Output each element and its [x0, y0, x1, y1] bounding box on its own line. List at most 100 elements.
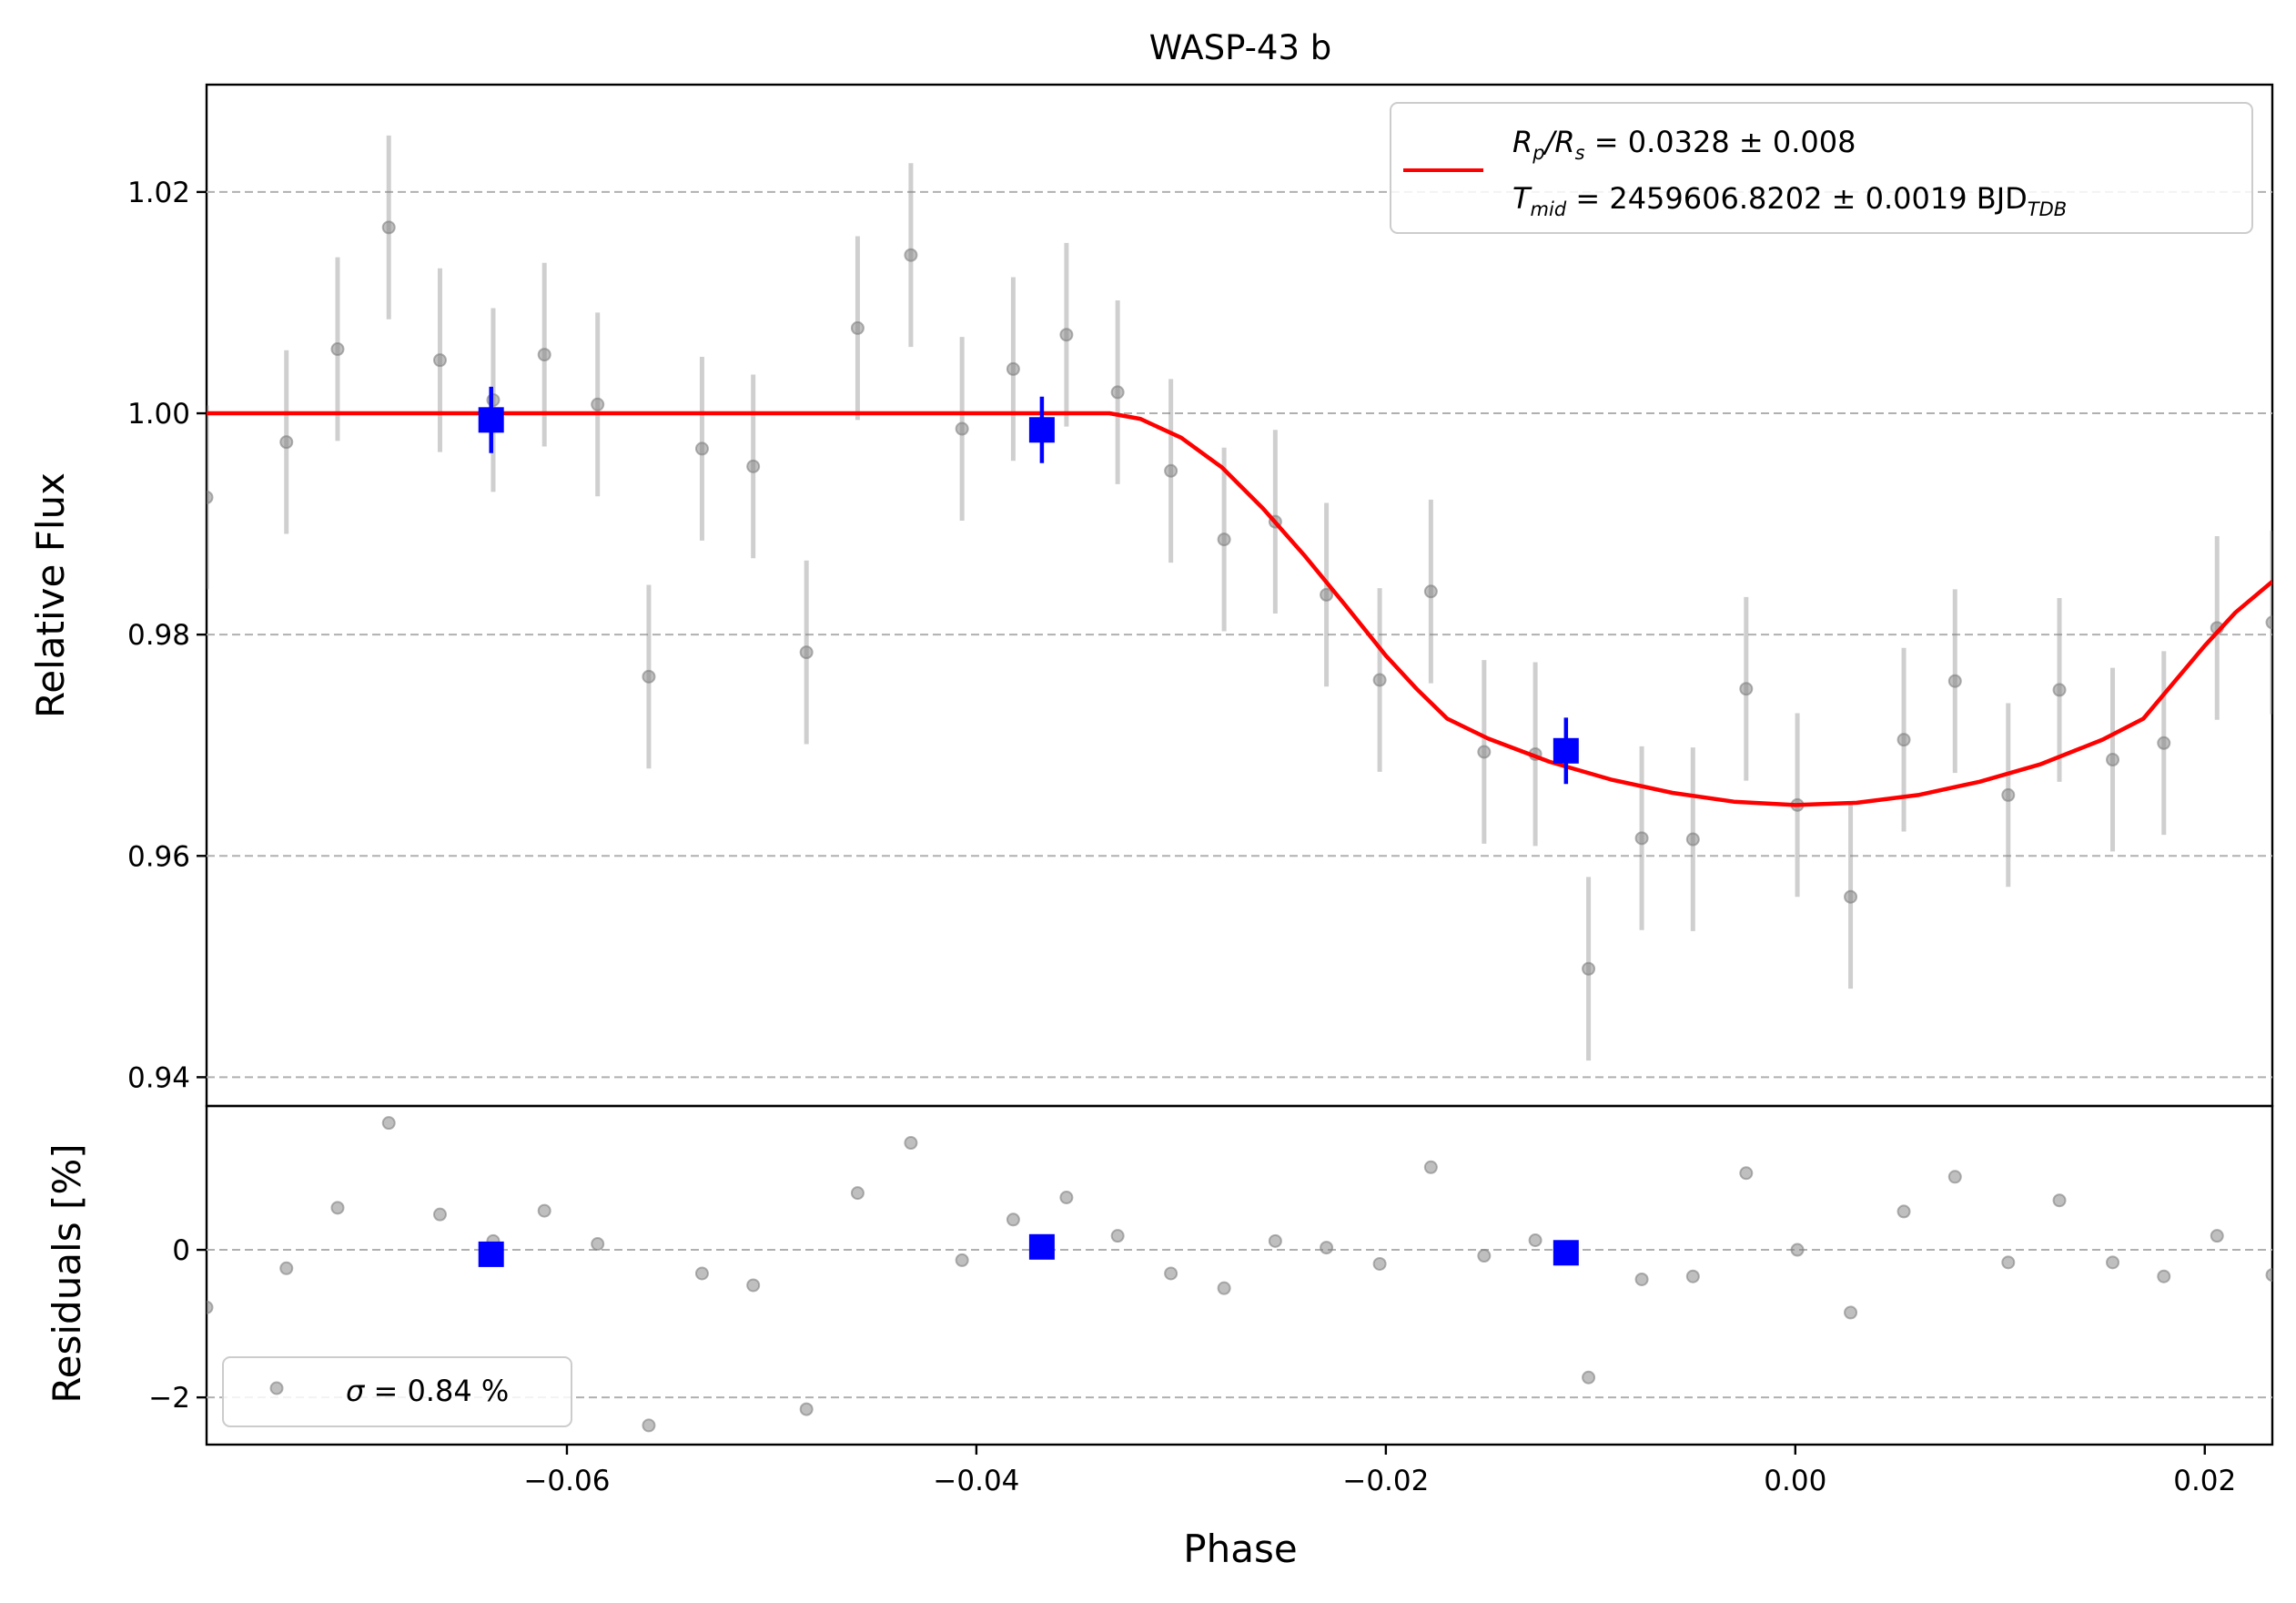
residual-point — [1217, 1281, 1231, 1295]
y-tick-label: 0.98 — [127, 619, 190, 652]
residual-point — [799, 1402, 814, 1416]
residual-point — [1164, 1266, 1178, 1281]
x-tick-label: −0.06 — [523, 1465, 610, 1497]
legend-box — [1390, 102, 2253, 234]
x-tick-label: −0.04 — [933, 1465, 1019, 1497]
residual-point — [2210, 1229, 2224, 1243]
raw-data-point — [1477, 745, 1492, 759]
residual-point — [1739, 1166, 1754, 1181]
residual-point — [1844, 1305, 1858, 1320]
residual-point — [537, 1203, 551, 1218]
raw-data-point — [1059, 328, 1074, 342]
raw-data-point — [279, 435, 294, 450]
raw-data-point — [799, 645, 814, 660]
raw-data-point — [1896, 733, 1911, 747]
raw-data-point — [642, 669, 656, 684]
main-y-axis-title: Relative Flux — [28, 472, 73, 718]
raw-data-point — [1110, 385, 1125, 400]
residual-point — [1320, 1241, 1334, 1255]
residuals-series-group — [207, 1116, 2272, 1433]
raw-data-point — [1372, 673, 1387, 687]
residual-point — [1790, 1243, 1805, 1257]
x-axis: −0.06 −0.04 −0.02 0.00 0.02 — [523, 1465, 2236, 1497]
residual-point — [642, 1418, 656, 1433]
x-axis-title: Phase — [1183, 1527, 1297, 1571]
raw-data-point — [904, 248, 918, 262]
raw-data-point — [1582, 961, 1596, 976]
raw-data-point — [2106, 753, 2120, 767]
x-tick-label: 0.00 — [1764, 1465, 1826, 1497]
legend-box — [222, 1356, 572, 1427]
legend-line-1: Rp/Rs = 0.0328 ± 0.008 — [1512, 125, 1856, 164]
residual-point — [330, 1201, 345, 1215]
residual-point — [207, 1300, 214, 1314]
raw-data-point — [591, 397, 605, 411]
residuals-data-area — [207, 1116, 2272, 1433]
residual-point — [2106, 1255, 2120, 1270]
raw-data-point — [2265, 615, 2272, 630]
chart-title: WASP-43 b — [1149, 28, 1332, 67]
residual-point — [1896, 1204, 1911, 1219]
residual-point — [591, 1237, 605, 1252]
raw-data-point — [207, 490, 214, 504]
raw-data-point — [1634, 831, 1649, 846]
legend-residual-marker — [269, 1381, 284, 1395]
raw-data-point — [850, 320, 865, 335]
binned-data-point — [478, 407, 504, 433]
raw-data-point — [1320, 587, 1334, 602]
transit-model-curve — [207, 411, 2272, 807]
residual-point — [1685, 1269, 1700, 1283]
residual-point — [279, 1261, 294, 1275]
y-tick-label: 0.96 — [127, 840, 190, 873]
y-tick-label: −2 — [148, 1382, 190, 1415]
raw-data-point — [381, 220, 396, 235]
raw-data-point — [2157, 736, 2171, 750]
main-series-group — [207, 135, 2272, 1061]
residual-point — [694, 1266, 709, 1281]
residual-point — [1268, 1233, 1282, 1248]
residual-point — [381, 1116, 396, 1131]
raw-data-point — [1947, 674, 1962, 688]
raw-data-point — [694, 441, 709, 456]
residuals-y-axis-title: Residuals [%] — [45, 1143, 89, 1403]
legend-line-2: Tmid = 2459606.8202 ± 0.0019 BJDTDB — [1512, 181, 2067, 220]
binned-residual-point — [1028, 1233, 1055, 1260]
main-data-area — [207, 135, 2272, 1061]
y-tick-label: 1.02 — [127, 177, 190, 209]
main-y-axis: 0.94 0.96 0.98 1.00 1.02 — [127, 177, 190, 1094]
residual-point — [1372, 1256, 1387, 1271]
residuals-legend: σ = 0.84 % — [222, 1356, 572, 1427]
raw-data-point — [1423, 584, 1438, 599]
residual-point — [1947, 1170, 1962, 1184]
binned-residual-point — [478, 1241, 504, 1267]
residual-point — [1423, 1160, 1438, 1174]
residual-point — [1528, 1233, 1542, 1248]
raw-data-point — [2001, 787, 2016, 802]
y-tick-label: 1.00 — [127, 398, 190, 431]
raw-data-point — [1844, 889, 1858, 904]
residual-point — [1110, 1229, 1125, 1243]
binned-residual-point — [1553, 1240, 1579, 1266]
raw-data-point — [746, 459, 761, 473]
raw-data-point — [1685, 832, 1700, 847]
y-tick-label: 0 — [172, 1234, 190, 1267]
residual-point — [850, 1186, 865, 1201]
x-tick-label: 0.02 — [2173, 1465, 2236, 1497]
residual-point — [904, 1136, 918, 1151]
residual-point — [2001, 1255, 2016, 1270]
residual-point — [2157, 1269, 2171, 1283]
raw-data-point — [2052, 683, 2067, 697]
residuals-y-axis: −2 0 — [148, 1234, 190, 1415]
residual-point — [1582, 1370, 1596, 1385]
raw-data-point — [955, 421, 969, 436]
raw-data-point — [1739, 682, 1754, 696]
x-tick-label: −0.02 — [1342, 1465, 1429, 1497]
residual-point — [1059, 1190, 1074, 1204]
residual-point — [1477, 1249, 1492, 1263]
residual-point — [2052, 1193, 2067, 1208]
raw-data-point — [432, 353, 447, 368]
residual-point — [1634, 1272, 1649, 1286]
raw-data-point — [537, 348, 551, 362]
